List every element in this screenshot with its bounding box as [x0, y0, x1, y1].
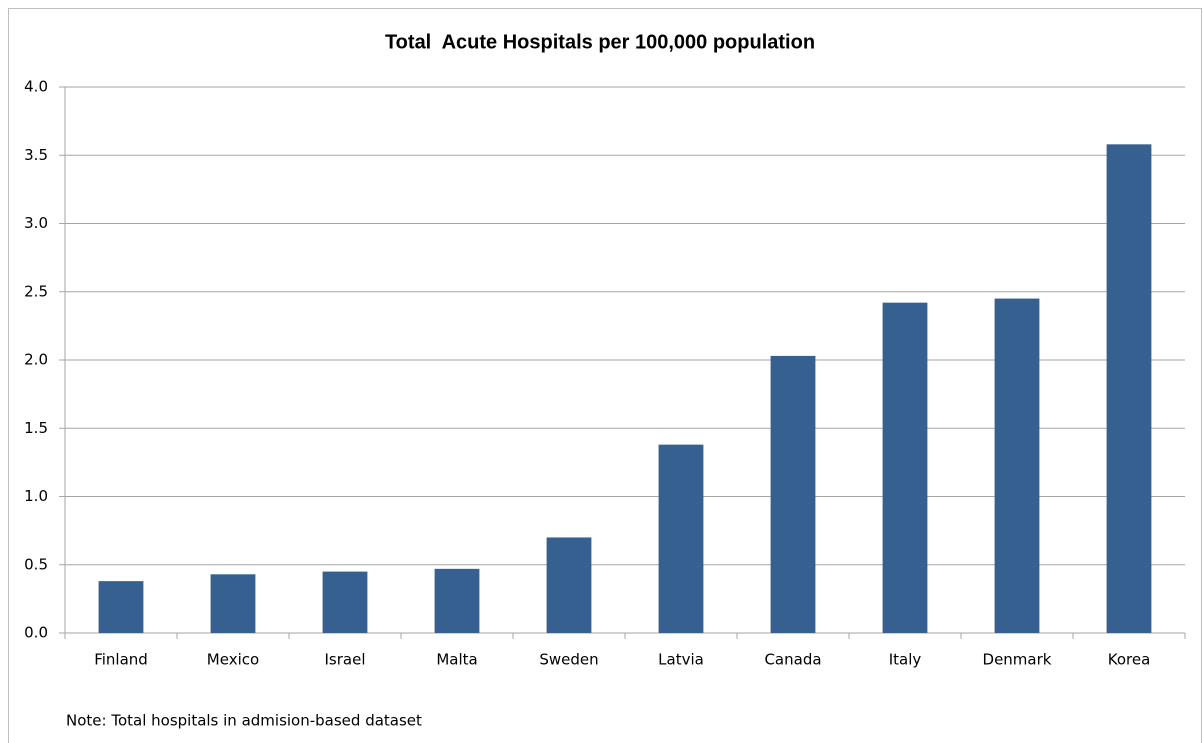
x-tick-label: Sweden: [539, 651, 598, 669]
x-tick-label: Mexico: [207, 651, 259, 669]
bar: [770, 355, 816, 633]
bar: [98, 581, 144, 633]
bar: [994, 298, 1040, 633]
y-tick-label: 2.5: [24, 282, 48, 300]
y-tick-label: 3.5: [24, 146, 48, 164]
bar: [1106, 144, 1152, 633]
x-tick-label: Finland: [94, 651, 148, 669]
chart-title: Total Acute Hospitals per 100,000 popula…: [385, 31, 815, 53]
x-tick-label: Italy: [889, 651, 922, 669]
x-tick-label: Korea: [1108, 651, 1151, 669]
bar: [658, 444, 704, 633]
bar: [322, 571, 368, 633]
y-tick-label: 2.0: [24, 351, 48, 369]
x-tick-label: Denmark: [983, 651, 1052, 669]
y-tick-label: 1.5: [24, 419, 48, 437]
y-tick-label: 3.0: [24, 214, 48, 232]
annotation: Note: Total hospitals in admision-based …: [66, 712, 422, 730]
x-tick-label: Israel: [325, 651, 366, 669]
x-tick-label: Canada: [764, 651, 821, 669]
y-tick-label: 1.0: [24, 487, 48, 505]
bar: [546, 537, 592, 633]
bar: [434, 568, 480, 633]
y-tick-label: 4.0: [24, 78, 48, 96]
x-tick-label: Malta: [436, 651, 477, 669]
y-tick-label: 0.5: [24, 555, 48, 573]
x-tick-label: Latvia: [658, 651, 704, 669]
y-tick-label: 0.0: [24, 624, 48, 642]
bar: [210, 574, 256, 633]
bar: [882, 302, 928, 633]
